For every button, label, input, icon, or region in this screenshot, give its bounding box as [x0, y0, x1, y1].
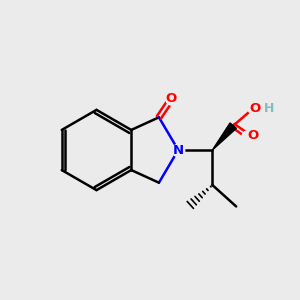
Text: H: H — [264, 102, 274, 115]
Text: O: O — [247, 129, 259, 142]
Text: O: O — [166, 92, 177, 105]
Polygon shape — [212, 123, 236, 150]
Text: N: N — [173, 143, 184, 157]
Text: O: O — [249, 102, 260, 115]
